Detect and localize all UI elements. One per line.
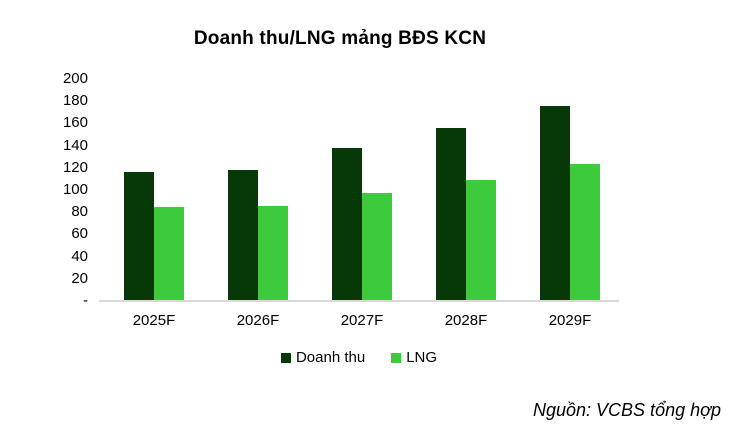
legend-swatch-icon bbox=[280, 352, 291, 363]
y-axis-tick-label-180: 180 bbox=[62, 92, 88, 110]
x-axis-label-2027f: 2027F bbox=[340, 312, 384, 329]
source-note: Nguồn: VCBS tổng hợp bbox=[533, 400, 721, 420]
y-axis-tick-label-0: - bbox=[83, 292, 88, 309]
bar-doanh-thu-2027f bbox=[332, 147, 362, 301]
bar-lng-2026f bbox=[258, 205, 288, 301]
y-axis-tick-label-80: 80 bbox=[71, 203, 88, 221]
bar-doanh-thu-2029f bbox=[540, 105, 570, 301]
chart-title: Doanh thu/LNG mảng BĐS KCN bbox=[193, 28, 487, 49]
x-axis-label-2026f: 2026F bbox=[236, 312, 280, 329]
bar-lng-2025f bbox=[154, 206, 184, 301]
bar-lng-2028f bbox=[466, 180, 496, 301]
legend-item-lng: LNG bbox=[391, 349, 437, 366]
bar-doanh-thu-2025f bbox=[124, 172, 154, 301]
y-axis-tick-label-200: 200 bbox=[62, 70, 88, 87]
y-axis-tick-label-120: 120 bbox=[62, 158, 88, 176]
bar-doanh-thu-2028f bbox=[436, 127, 466, 301]
y-axis-tick-label-40: 40 bbox=[71, 247, 88, 265]
x-axis-line bbox=[99, 300, 619, 302]
legend: Doanh thu LNG bbox=[100, 349, 618, 366]
bar-lng-2027f bbox=[362, 193, 392, 301]
legend-swatch-icon bbox=[391, 352, 402, 363]
y-axis-tick-label-140: 140 bbox=[62, 136, 88, 154]
y-axis-tick-label-160: 160 bbox=[62, 114, 88, 132]
y-axis-tick-label-20: 20 bbox=[71, 269, 88, 287]
legend-label: Doanh thu bbox=[295, 349, 366, 366]
bar-doanh-thu-2026f bbox=[228, 170, 258, 301]
y-axis-tick-label-100: 100 bbox=[62, 181, 88, 198]
x-axis-label-2025f: 2025F bbox=[132, 312, 176, 329]
legend-item-doanh-thu: Doanh thu bbox=[280, 349, 366, 366]
bar-lng-2029f bbox=[570, 164, 600, 301]
y-axis-tick-label-60: 60 bbox=[71, 225, 88, 243]
x-axis-label-2028f: 2028F bbox=[444, 312, 488, 329]
x-axis-label-2029f: 2029F bbox=[548, 312, 592, 329]
legend-label: LNG bbox=[406, 349, 438, 366]
